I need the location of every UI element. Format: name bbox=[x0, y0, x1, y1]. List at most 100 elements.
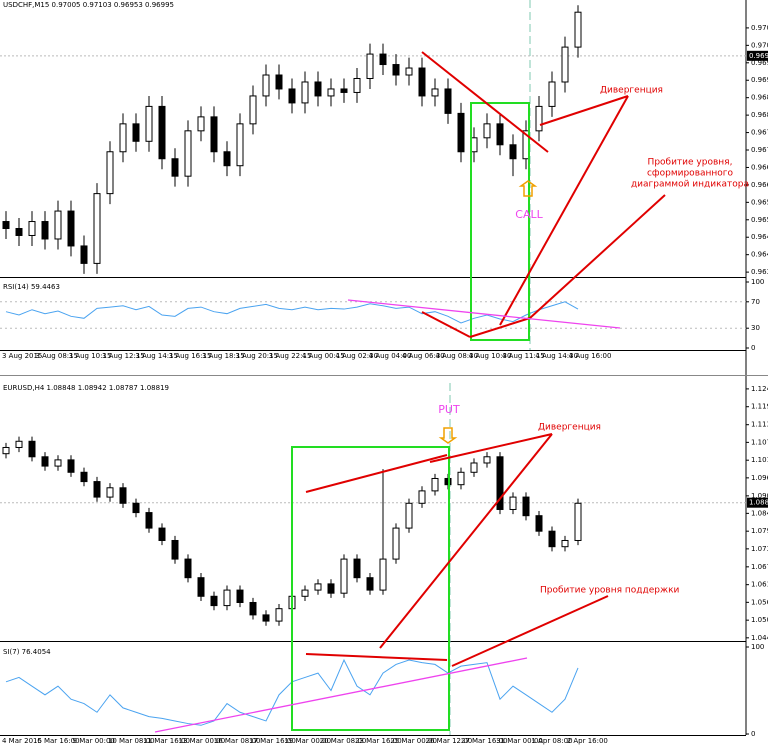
y-tick-label: 0 bbox=[751, 730, 755, 738]
candle-body bbox=[249, 95, 257, 125]
y-tick-label: 0.96575 bbox=[751, 198, 768, 206]
x-tick-label: 3 Aug 08:15 bbox=[35, 352, 78, 360]
candle-body bbox=[327, 583, 335, 594]
candle-body bbox=[93, 481, 101, 498]
candle-body bbox=[106, 487, 114, 498]
candle-body bbox=[145, 105, 153, 142]
call-arrow bbox=[518, 180, 538, 197]
arrow bbox=[429, 433, 553, 463]
candle-body bbox=[470, 462, 478, 473]
indicator-line bbox=[5, 301, 579, 324]
candle-body bbox=[28, 440, 36, 458]
candle-body bbox=[457, 112, 465, 153]
x-tick-label: 4 Aug 11:15 bbox=[502, 352, 545, 360]
candle-body bbox=[379, 53, 387, 66]
x-tick-label: 3 Aug 22:15 bbox=[269, 352, 312, 360]
y-tick-label: 0.96975 bbox=[751, 59, 768, 67]
y-tick-label: 0.97025 bbox=[751, 41, 768, 49]
candle-body bbox=[366, 577, 374, 591]
x-tick-label: 1 Apr 08:00 bbox=[531, 737, 572, 745]
candle-body bbox=[2, 446, 10, 455]
candle-body bbox=[327, 88, 335, 97]
candle-body bbox=[405, 502, 413, 529]
y-tick-label: 100 bbox=[751, 278, 764, 286]
indicator-level bbox=[347, 299, 621, 329]
y-tick-label: 1.07330 bbox=[751, 545, 768, 553]
arrow bbox=[379, 433, 553, 649]
candle-body bbox=[15, 228, 23, 236]
x-tick-label: 3 Aug 10:15 bbox=[69, 352, 112, 360]
trend-line bbox=[421, 51, 549, 153]
candle-body bbox=[431, 88, 439, 97]
y-tick-label: 1.07900 bbox=[751, 527, 768, 535]
last-price-box bbox=[747, 50, 768, 61]
x-tick-label: 4 Aug 10:30 bbox=[469, 352, 512, 360]
candle-body bbox=[275, 608, 283, 622]
x-tick-label: 6 Mar 16:00 bbox=[37, 737, 79, 745]
panel-title: SI(7) 76.4054 bbox=[3, 648, 51, 656]
candle-body bbox=[353, 558, 361, 579]
candle-body bbox=[561, 539, 569, 548]
candle-body bbox=[314, 81, 322, 97]
y-tick-label: 70 bbox=[751, 298, 760, 306]
y-tick-label: 1.09620 bbox=[751, 474, 768, 482]
candle-body bbox=[392, 527, 400, 560]
candle-body bbox=[15, 440, 23, 448]
y-tick-label: 1.11335 bbox=[751, 421, 768, 429]
y-tick-label: 0.96475 bbox=[751, 233, 768, 241]
candle-body bbox=[184, 130, 192, 177]
candle-body bbox=[236, 589, 244, 603]
candle-body bbox=[210, 116, 218, 153]
candle-body bbox=[171, 539, 179, 560]
signal-arrows bbox=[438, 180, 538, 444]
x-tick-label: 3 Aug 12:15 bbox=[102, 352, 145, 360]
trend-line bbox=[305, 653, 448, 661]
y-tick-label: 0.96925 bbox=[751, 76, 768, 84]
annotation: Пробитие уровня поддержки bbox=[540, 586, 680, 596]
candle-body bbox=[262, 614, 270, 622]
x-tick-label: 4 Aug 16:00 bbox=[569, 352, 612, 360]
y-tick-label: 0 bbox=[751, 344, 755, 352]
y-tick-label: 0.96775 bbox=[751, 129, 768, 137]
panel-title: RSI(14) 59.4463 bbox=[3, 283, 60, 291]
candle-body bbox=[405, 67, 413, 76]
candle-body bbox=[366, 53, 374, 79]
candle-body bbox=[379, 558, 387, 591]
x-tick-label: 25 Mar 00:00 bbox=[390, 737, 437, 745]
candle-body bbox=[41, 221, 49, 240]
put-arrow bbox=[438, 427, 458, 444]
magenta-lines bbox=[154, 299, 621, 733]
panel-title: USDCHF,M15 0.97005 0.97103 0.96953 0.969… bbox=[3, 1, 174, 9]
y-tick-label: 1.08475 bbox=[751, 509, 768, 517]
x-tick-label: 27 Mar 16:00 bbox=[461, 737, 508, 745]
x-tick-label: 13 Mar 00:00 bbox=[178, 737, 225, 745]
candle-body bbox=[93, 193, 101, 264]
put-label: PUT bbox=[438, 403, 460, 416]
candle-body bbox=[145, 512, 153, 529]
trend-line bbox=[305, 454, 448, 493]
trend-line bbox=[469, 317, 531, 338]
candle-body bbox=[535, 105, 543, 132]
y-tick-label: 30 bbox=[751, 324, 760, 332]
x-tick-label: 4 Aug 04:00 bbox=[369, 352, 412, 360]
candle-body bbox=[340, 88, 348, 93]
y-tick-label: 0.96675 bbox=[751, 163, 768, 171]
x-tick-label: 20 Mar 08:00 bbox=[320, 737, 367, 745]
y-tick-label: 0.96525 bbox=[751, 216, 768, 224]
annotation: Пробитие уровня, bbox=[648, 158, 733, 168]
candle-body bbox=[80, 471, 88, 483]
y-tick-label: 1.05605 bbox=[751, 598, 768, 606]
y-tick-label: 0.96425 bbox=[751, 251, 768, 259]
candle-body bbox=[184, 558, 192, 579]
indicator-level bbox=[154, 657, 528, 733]
y-tick-label: 1.04460 bbox=[751, 634, 768, 642]
green-box bbox=[291, 446, 450, 731]
y-tick-label: 0.97075 bbox=[751, 24, 768, 32]
x-tick-label: 3 Aug 16:15 bbox=[169, 352, 212, 360]
candle-body bbox=[561, 46, 569, 83]
x-tick-label: 4 Aug 14:30 bbox=[535, 352, 578, 360]
y-tick-label: 1.06750 bbox=[751, 563, 768, 571]
y-tick-label: 1.10190 bbox=[751, 456, 768, 464]
candle-body bbox=[236, 123, 244, 167]
y-tick-label: 1.05030 bbox=[751, 616, 768, 624]
